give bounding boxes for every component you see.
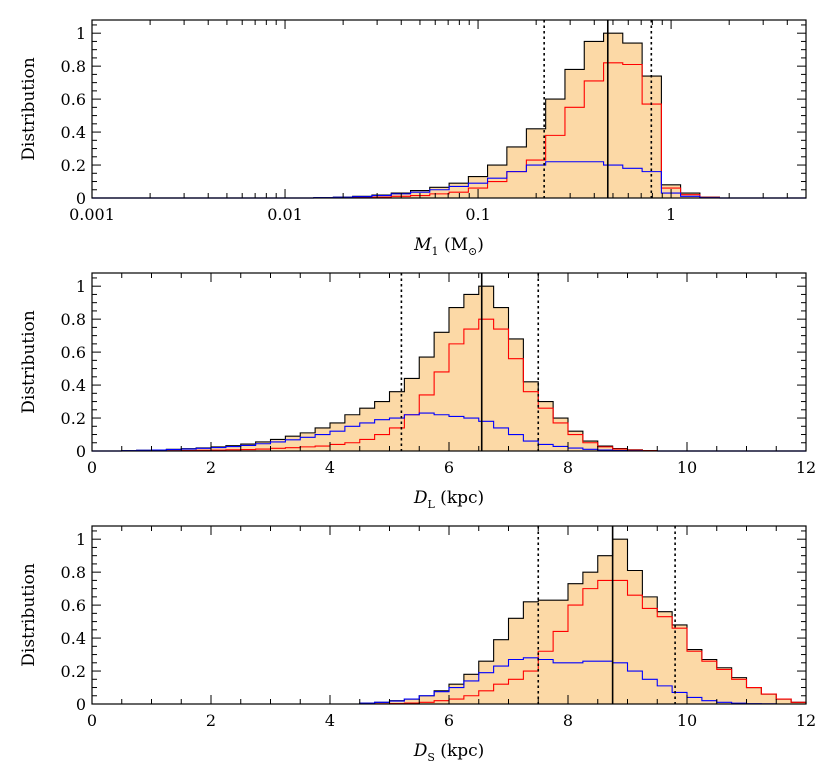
x-tick-label: 12 [796,458,816,477]
x-tick-label: 2 [206,458,216,477]
x-axis-label-unit_open: (kpc) [435,741,484,761]
x-axis-label-unit_open: (M [439,235,468,255]
y-tick-label: 0.4 [61,376,86,395]
y-tick-label: 1 [76,530,86,549]
x-tick-label: 8 [563,458,573,477]
x-tick-label: 0 [87,458,97,477]
x-tick-label: 12 [796,711,816,730]
y-tick-label: 0 [76,442,86,461]
y-tick-label: 0.2 [61,662,86,681]
x-tick-label: 6 [444,711,454,730]
y-tick-label: 0.6 [61,343,86,362]
y-tick-label: 0 [76,189,86,208]
y-tick-label: 0.4 [61,629,86,648]
panel-1: 0.001 0.01 0.1 1 0 0.2 0.4 0.6 0.8 1 Distribution M… [19,19,807,258]
x-tick-label: 2 [206,711,216,730]
y-tick-label: 0.2 [61,156,86,175]
y-tick-label: 0 [76,695,86,714]
histogram-blue-line [313,161,720,199]
x-tick-label: 0 [87,711,97,730]
x-axis-label-sub: S [427,751,435,764]
x-tick-label: 8 [563,711,573,730]
y-axis-label: Distribution [19,563,39,667]
x-axis-label: DL (kpc) [413,488,484,511]
x-axis-label-main: D [413,741,428,761]
y-tick-label: 0.2 [61,409,86,428]
x-axis-label-unit_close: ) [477,235,484,255]
y-tick-label: 0.6 [61,596,86,615]
histogram-blue-line [92,657,806,705]
y-axis-label: Distribution [19,310,39,414]
panel-3: 0 2 4 6 8 10 12 0 0.2 0.4 0.6 0.8 1 Distribution DS (k… [19,525,816,764]
x-axis-label-sub: 1 [432,245,439,258]
x-axis-label-main: M [413,235,432,255]
x-axis-label: M1 (M⊙) [413,235,484,258]
y-tick-label: 0.6 [61,90,86,109]
x-tick-label: 10 [677,458,697,477]
x-tick-label: 1 [666,205,676,224]
x-axis-label: DS (kpc) [413,741,485,764]
panel-2: 0 2 4 6 8 10 12 0 0.2 0.4 0.6 0.8 1 Distribution DL (k… [19,272,816,511]
y-tick-label: 0.8 [61,310,86,329]
histogram-red-line [121,318,658,452]
y-tick-label: 1 [76,277,86,296]
y-axis-label: Distribution [19,57,39,161]
x-axis-label-main: D [413,488,428,508]
x-tick-label: 0.001 [69,205,115,224]
histogram-total-fill [92,539,806,704]
x-tick-label: 4 [325,711,335,730]
y-tick-label: 0.8 [61,57,86,76]
histogram-total-fill [313,33,720,198]
x-axis-label-unit_open: (kpc) [435,488,484,508]
y-tick-label: 0.8 [61,563,86,582]
x-tick-label: 0.1 [465,205,490,224]
y-tick-label: 0.4 [61,123,86,142]
x-tick-label: 6 [444,458,454,477]
x-tick-label: 4 [325,458,335,477]
y-tick-label: 1 [76,24,86,43]
histogram-total-fill [121,286,658,451]
x-axis-label-unit_sub: ⊙ [468,245,477,258]
histogram-red-line [92,579,807,705]
axes-frame [91,19,807,199]
x-tick-label: 10 [677,711,697,730]
x-tick-label: 0.01 [267,205,303,224]
x-axis-label-sub: L [427,498,435,511]
